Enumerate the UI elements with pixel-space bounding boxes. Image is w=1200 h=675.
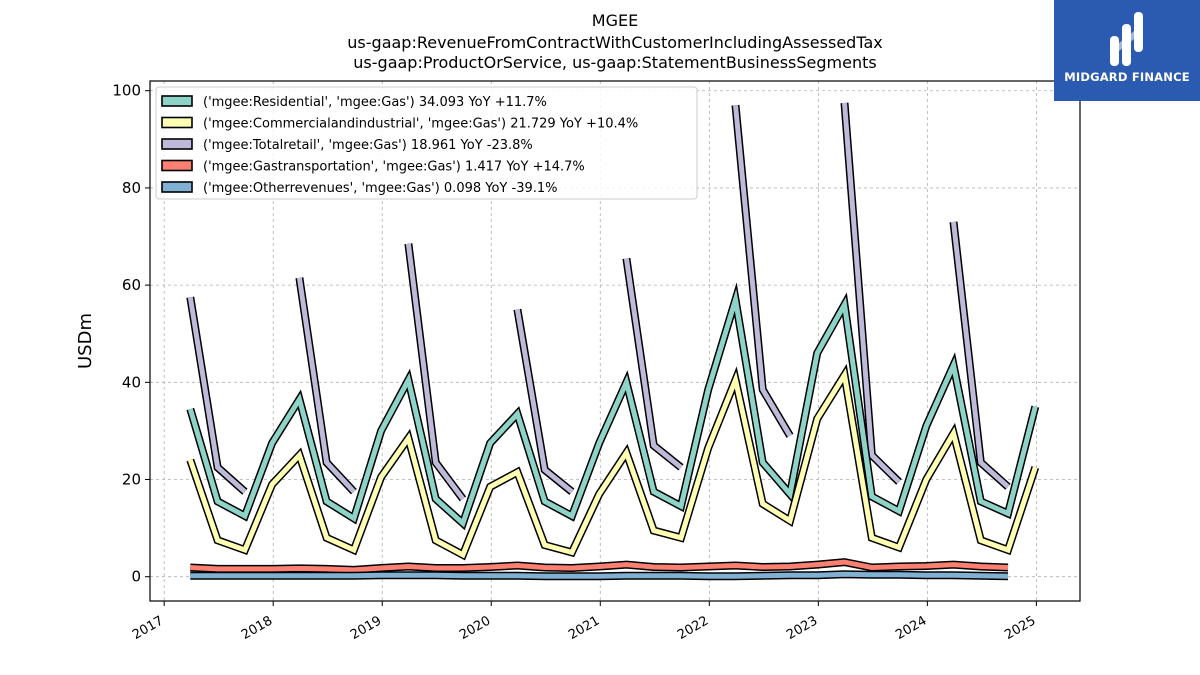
legend-box: [155, 86, 698, 200]
series-line-fill: [187, 296, 247, 494]
legend-swatch: [161, 116, 193, 129]
series-lines: [186, 102, 1040, 581]
plot-frame: [149, 80, 1081, 602]
x-tick-label: 2023: [784, 613, 820, 643]
series-line-fill: [296, 277, 356, 494]
x-tick-label: 2019: [348, 613, 384, 643]
legend-swatch: [161, 181, 193, 193]
chart-title-line-1: MGEE: [592, 11, 638, 30]
legend-label: ('mgee:Totalretail', 'mgee:Gas') 18.961 …: [203, 138, 533, 153]
chart-title-line-2: us-gaap:RevenueFromContractWithCustomerI…: [347, 33, 882, 52]
series-line: [190, 558, 1009, 574]
logo-text: MIDGARD FINANCE: [1064, 70, 1190, 84]
y-tick-label: 80: [122, 179, 141, 197]
midgard-logo-icon: [1110, 12, 1143, 66]
series-line: [186, 282, 1040, 531]
x-tick-label: 2025: [1002, 613, 1038, 643]
chart-title-line-3: us-gaap:ProductOrService, us-gaap:Statem…: [353, 53, 876, 72]
series-line-fill: [514, 308, 574, 494]
series-line-fill: [623, 258, 683, 470]
legend-swatch: [161, 138, 193, 150]
x-tick-label: 2022: [675, 613, 711, 643]
legend-label: ('mgee:Commercialandindustrial', 'mgee:G…: [203, 117, 638, 132]
legend-label: ('mgee:Residential', 'mgee:Gas') 34.093 …: [203, 95, 547, 110]
series-line-fill: [951, 221, 1010, 489]
y-tick-label: 40: [122, 373, 141, 391]
legend-swatch: [161, 95, 193, 107]
y-tick-label: 100: [112, 82, 141, 100]
series-line-fill: [187, 288, 1038, 528]
series-line-fill: [190, 559, 1009, 573]
y-axis-label: USDm: [75, 313, 96, 369]
y-tick-label: 0: [131, 568, 141, 586]
x-tick-label: 2017: [130, 613, 166, 643]
y-tick-label: 20: [122, 471, 141, 489]
series-line-fill: [187, 368, 1038, 559]
x-tick-label: 2020: [457, 613, 493, 643]
series-line-fill: [842, 102, 901, 484]
x-tick-label: 2024: [893, 613, 929, 643]
legend-swatch: [161, 159, 193, 172]
x-tick-label: 2018: [239, 613, 275, 643]
series-line-fill: [190, 571, 1009, 579]
legend: ('mgee:Residential', 'mgee:Gas') 34.093 …: [155, 86, 698, 200]
series-line: [186, 102, 1011, 502]
y-tick-label: 60: [122, 276, 141, 294]
midgard-logo: MIDGARD FINANCE: [1054, 0, 1200, 101]
legend-label: ('mgee:Otherrevenues', 'mgee:Gas') 0.098…: [203, 181, 558, 196]
x-tick-label: 2021: [566, 613, 602, 643]
legend-label: ('mgee:Gastransportation', 'mgee:Gas') 1…: [203, 160, 585, 175]
series-line: [186, 363, 1040, 561]
series-line: [190, 570, 1009, 581]
series-line-fill: [733, 105, 793, 438]
series-line-fill: [405, 243, 465, 501]
